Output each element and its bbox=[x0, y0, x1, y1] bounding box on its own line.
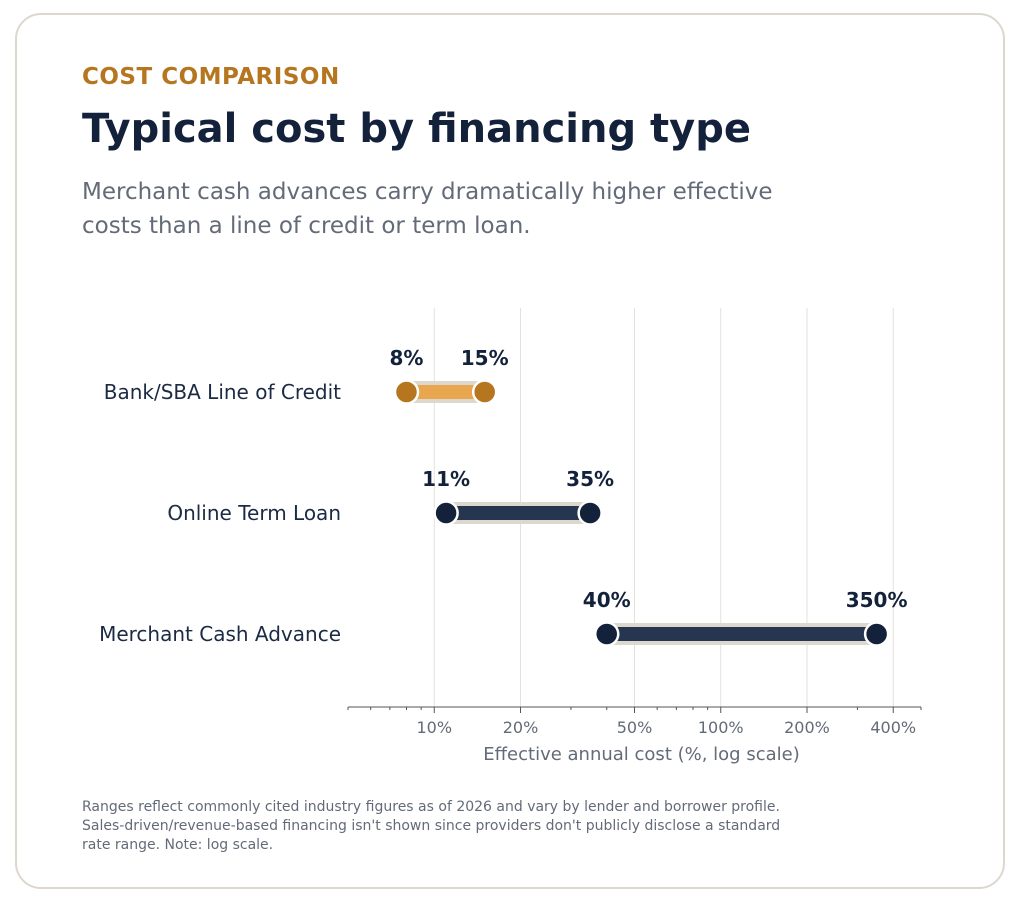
chart-subtitle: Merchant cash advances carry dramaticall… bbox=[82, 179, 773, 239]
x-tick-label: 400% bbox=[870, 718, 916, 737]
row-label: Online Term Loan bbox=[167, 501, 341, 525]
row-label: Merchant Cash Advance bbox=[99, 622, 341, 646]
low-point bbox=[393, 379, 420, 405]
high-value-label: 15% bbox=[461, 346, 509, 370]
row-label: Bank/SBA Line of Credit bbox=[104, 380, 341, 404]
high-point bbox=[863, 621, 890, 647]
low-point bbox=[593, 621, 620, 647]
x-tick-label: 100% bbox=[698, 718, 744, 737]
x-axis-title: Effective annual cost (%, log scale) bbox=[483, 744, 799, 765]
x-tick-label: 10% bbox=[416, 718, 452, 737]
high-point bbox=[471, 379, 498, 405]
low-value-label: 40% bbox=[583, 588, 631, 612]
high-point bbox=[577, 500, 603, 526]
chart-card bbox=[15, 13, 1005, 889]
high-value-label: 350% bbox=[846, 588, 908, 612]
x-tick-label: 200% bbox=[784, 718, 830, 737]
x-tick-label: 20% bbox=[503, 718, 539, 737]
footnote: Ranges reflect commonly cited industry f… bbox=[82, 799, 781, 853]
x-tick-label: 50% bbox=[617, 718, 653, 737]
eyebrow-label: COST COMPARISON bbox=[82, 64, 340, 90]
low-point bbox=[433, 500, 459, 526]
low-value-label: 8% bbox=[389, 346, 423, 370]
low-value-label: 11% bbox=[422, 467, 470, 491]
chart-title: Typical cost by financing type bbox=[82, 106, 751, 152]
high-value-label: 35% bbox=[566, 467, 614, 491]
